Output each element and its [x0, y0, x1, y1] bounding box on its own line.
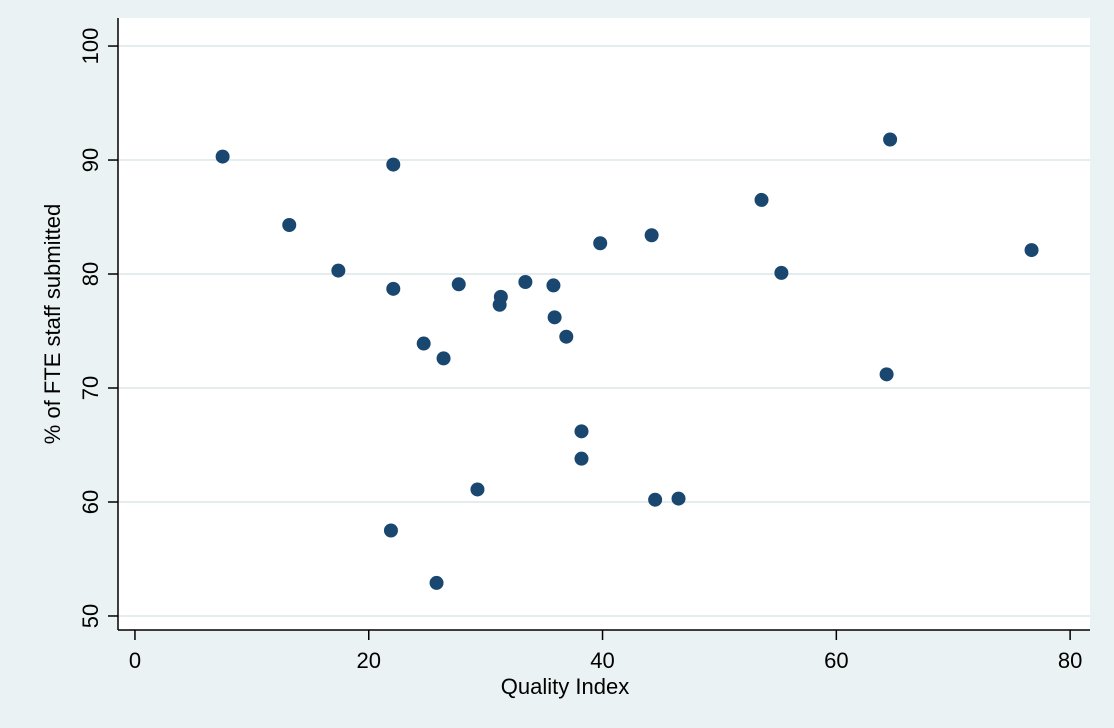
- point: [671, 491, 686, 506]
- point: [547, 310, 562, 325]
- point: [754, 192, 769, 207]
- y-tick-label: 90: [78, 148, 103, 172]
- point: [559, 329, 574, 344]
- point: [416, 336, 431, 351]
- point: [574, 424, 589, 439]
- point: [470, 482, 485, 497]
- x-tick-label: 80: [1058, 648, 1082, 673]
- point: [1024, 243, 1039, 258]
- point: [648, 492, 663, 507]
- y-tick-label: 60: [78, 490, 103, 514]
- x-tick-label: 60: [824, 648, 848, 673]
- y-tick-label: 50: [78, 604, 103, 628]
- point: [774, 265, 789, 280]
- point: [546, 278, 561, 293]
- point: [593, 236, 608, 251]
- x-tick-label: 40: [590, 648, 614, 673]
- point: [451, 277, 466, 292]
- x-tick-label: 0: [129, 648, 141, 673]
- point: [215, 149, 230, 164]
- point: [574, 451, 589, 466]
- point: [386, 281, 401, 296]
- x-axis-label: Quality Index: [501, 674, 629, 699]
- point: [883, 132, 898, 147]
- point: [429, 575, 444, 590]
- y-tick-label: 70: [78, 376, 103, 400]
- y-tick-label: 80: [78, 262, 103, 286]
- x-tick-label: 20: [357, 648, 381, 673]
- point: [282, 218, 297, 233]
- point: [644, 228, 659, 243]
- y-tick-label: 100: [78, 28, 103, 65]
- point: [492, 297, 507, 312]
- point: [331, 263, 346, 278]
- point: [436, 351, 451, 366]
- point: [383, 523, 398, 538]
- point: [879, 367, 894, 382]
- y-axis-label: % of FTE staff submitted: [40, 204, 65, 444]
- point: [518, 274, 533, 289]
- plot-area: [118, 18, 1090, 630]
- point: [386, 157, 401, 172]
